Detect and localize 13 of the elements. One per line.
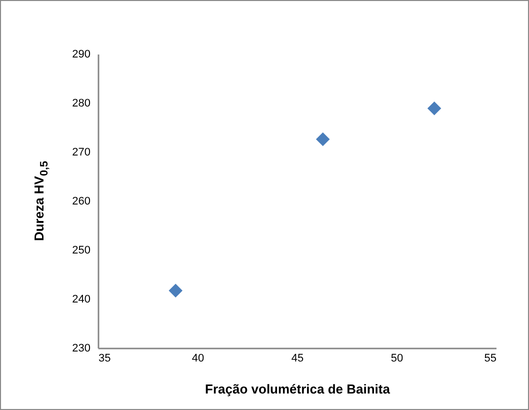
x-tick-label: 50: [390, 352, 404, 364]
x-tick-label: 40: [192, 352, 204, 364]
y-tick-label: 230: [72, 342, 90, 354]
y-tick-label: 240: [72, 294, 90, 306]
x-tick-label: 35: [98, 352, 111, 364]
y-tick-label: 270: [72, 146, 90, 158]
y-tick-label: 290: [72, 48, 90, 60]
y-tick-label: 250: [72, 244, 90, 256]
x-axis-title: Fração volumétrica de Bainita: [205, 382, 391, 396]
y-tick-label: 260: [72, 196, 90, 208]
y-tick-label: 280: [72, 98, 90, 110]
x-tick-label: 55: [484, 352, 496, 364]
x-tick-label: 45: [291, 352, 304, 364]
